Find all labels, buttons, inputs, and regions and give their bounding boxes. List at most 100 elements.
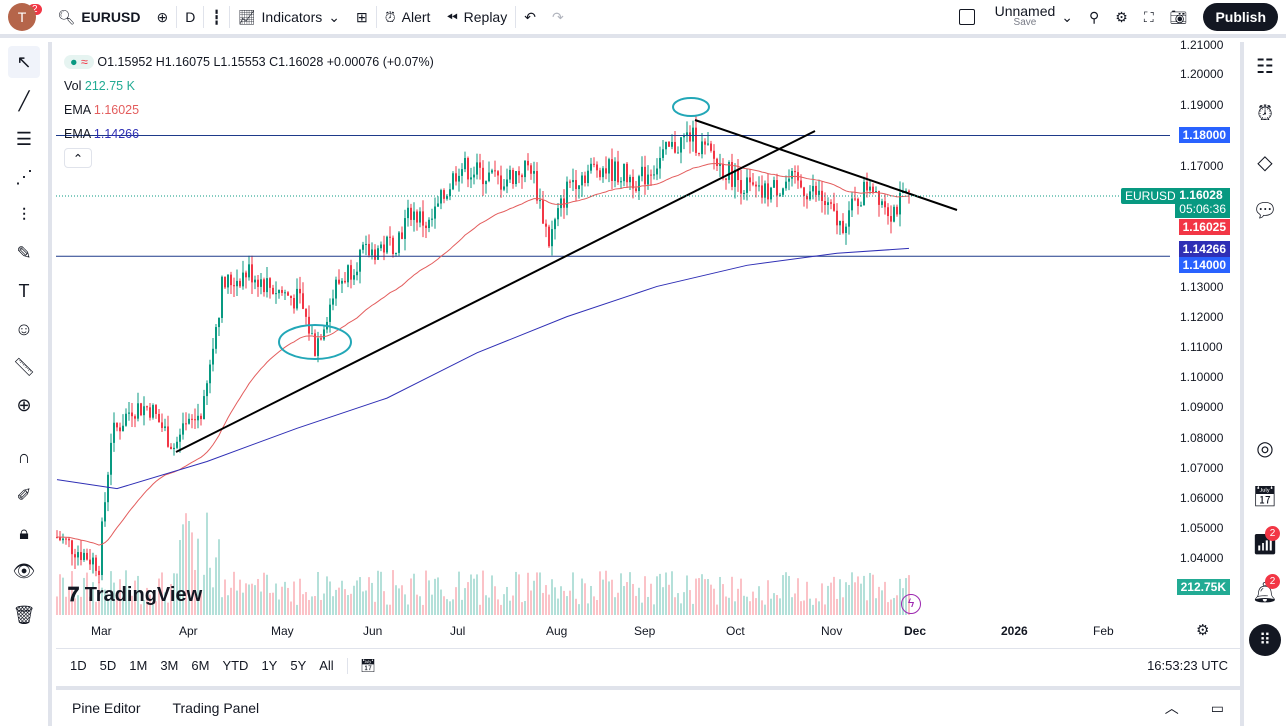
watchlist-icon[interactable]: ☷	[1256, 55, 1274, 78]
collapse-legend-button[interactable]: ⌃	[64, 148, 92, 168]
undo-button[interactable]: ↶	[516, 0, 544, 36]
feed-icon[interactable]: 📶︎ 2	[1244, 520, 1286, 568]
candle-body	[749, 177, 751, 183]
volume-bar	[707, 579, 709, 615]
range-5y[interactable]: 5Y	[290, 658, 307, 673]
candle-body	[446, 196, 448, 199]
range-ytd[interactable]: YTD	[222, 658, 249, 673]
templates-button[interactable]: ⊞	[348, 0, 376, 36]
candle-body	[896, 206, 898, 215]
range-1d[interactable]: 1D	[70, 658, 87, 673]
volume-bar	[806, 581, 808, 615]
target-icon[interactable]: ◎	[1256, 437, 1274, 460]
replay-button[interactable]: ⏪︎ Replay	[438, 0, 515, 36]
volume-bar	[260, 591, 262, 615]
volume-bar	[752, 591, 754, 615]
volume-bar	[314, 596, 316, 615]
lock-icon[interactable]: 🔒︎	[19, 522, 29, 543]
candle-body	[293, 298, 295, 309]
volume-bar	[335, 589, 337, 615]
volume-bar	[818, 601, 820, 615]
range-1m[interactable]: 1M	[129, 658, 148, 673]
publish-button[interactable]: Publish	[1203, 3, 1278, 31]
volume-bar	[236, 590, 238, 615]
candle-body	[770, 187, 772, 200]
volume-bar	[416, 594, 418, 615]
interval-button[interactable]: D	[185, 9, 196, 25]
axis-settings-icon[interactable]: ⚙	[1196, 622, 1210, 639]
trendline-icon[interactable]: ╱	[18, 90, 30, 111]
compare-button[interactable]: ⊕	[148, 0, 176, 36]
symbol-search[interactable]: 🔍︎ EURUSD	[50, 0, 149, 36]
lock-drawing-icon[interactable]: ✐	[16, 484, 32, 505]
pattern-icon[interactable]: ⋰	[15, 166, 33, 187]
status-dots[interactable]: ● ≈	[64, 55, 94, 69]
clock[interactable]: 16:53:23 UTC	[1147, 658, 1228, 673]
volume-bar	[374, 601, 376, 615]
calendar-icon[interactable]: 📅︎	[1252, 485, 1278, 508]
volume-bar	[686, 575, 688, 615]
lightning-icon[interactable]: ϟ	[901, 594, 921, 614]
trash-icon[interactable]: 🗑︎	[12, 604, 36, 625]
maximize-icon[interactable]: ▭	[1210, 699, 1224, 716]
cursor-icon[interactable]: ↖	[8, 46, 40, 78]
range-6m[interactable]: 6M	[191, 658, 210, 673]
brush-icon[interactable]: ✎	[16, 242, 32, 263]
candle-body	[623, 163, 625, 182]
volume-bar	[626, 582, 628, 615]
alert-button[interactable]: ⏰︎ Alert	[377, 0, 439, 36]
zoom-in-icon[interactable]: ⊕	[16, 394, 32, 415]
eye-icon[interactable]: 👁︎	[12, 560, 36, 581]
chevron-up-icon[interactable]: ︿	[1164, 700, 1179, 716]
layers-icon[interactable]: ◇	[1257, 151, 1273, 174]
projection-icon[interactable]: ⫶	[21, 204, 27, 225]
redo-button[interactable]: ↷	[544, 0, 572, 36]
volume-bar	[278, 599, 280, 615]
fib-icon[interactable]: ☰	[15, 128, 33, 149]
candle-body	[335, 279, 337, 299]
snapshot-button[interactable]: 📷︎	[1162, 0, 1196, 36]
emoji-icon[interactable]: ☺	[14, 318, 34, 339]
volume-bar	[539, 572, 541, 615]
range-all[interactable]: All	[319, 658, 334, 673]
ruler-icon[interactable]: 📏︎	[12, 356, 36, 377]
range-5d[interactable]: 5D	[99, 658, 117, 673]
layout-button[interactable]: Unnamed Save ⌄	[951, 0, 1081, 36]
magnet-icon[interactable]: ∩	[17, 446, 31, 467]
chart-type-button[interactable]: ┇	[204, 0, 228, 36]
volume-bar	[272, 592, 274, 615]
candle-body	[176, 441, 178, 448]
avatar[interactable]: T	[8, 3, 36, 31]
quick-search-button[interactable]: ⚲	[1081, 0, 1107, 36]
volume-bar	[446, 599, 448, 615]
candle-body	[326, 321, 328, 330]
date-range-icon[interactable]: 📅︎	[346, 657, 376, 674]
candle-body	[659, 157, 661, 169]
indicators-button[interactable]: 📈︎ Indicators ⌄	[230, 0, 348, 36]
candle-body	[92, 557, 94, 565]
volume-bar	[467, 582, 469, 615]
volume-bar	[542, 592, 544, 615]
apps-icon[interactable]: ⠿	[1244, 616, 1286, 664]
candles-icon: ┇	[212, 8, 221, 25]
bell-icon[interactable]: 🔔︎ 2	[1244, 568, 1286, 616]
range-1y[interactable]: 1Y	[261, 658, 278, 673]
candle-body	[179, 434, 181, 442]
settings-button[interactable]: ⚙	[1107, 0, 1136, 36]
text-icon[interactable]: T	[18, 280, 30, 301]
volume-bar	[860, 583, 862, 615]
candle-body	[77, 552, 79, 558]
tab-trading-panel[interactable]: Trading Panel	[172, 700, 260, 716]
volume-bar	[701, 574, 703, 615]
volume-bar	[395, 585, 397, 615]
chat-icon[interactable]: 💬︎	[1252, 199, 1278, 222]
volume-bar	[230, 587, 232, 615]
fullscreen-button[interactable]: ⛶	[1136, 0, 1162, 36]
candle-body	[863, 181, 865, 206]
tab-pine-editor[interactable]: Pine Editor	[72, 700, 141, 716]
candle-body	[815, 185, 817, 195]
alerts-clock-icon[interactable]: ⏰︎	[1257, 102, 1273, 125]
candle-body	[374, 249, 376, 260]
range-3m[interactable]: 3M	[160, 658, 179, 673]
volume-bar	[233, 571, 235, 615]
